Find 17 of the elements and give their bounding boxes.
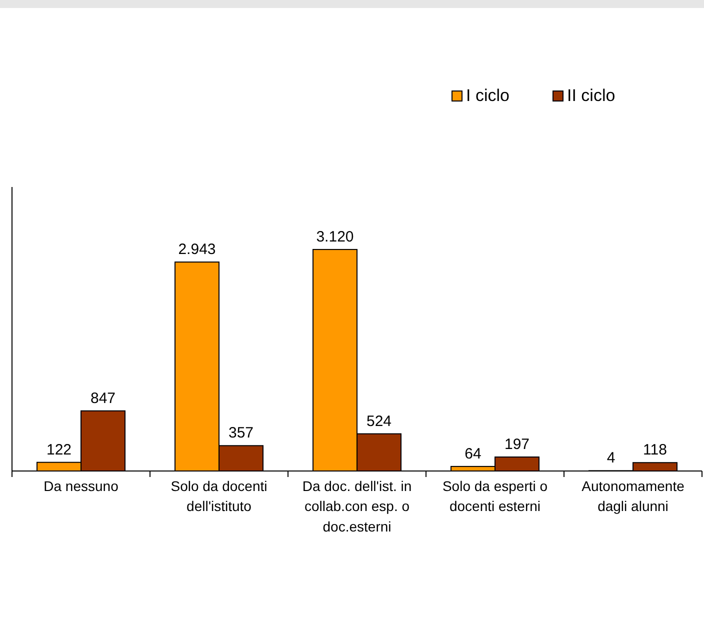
legend-label: I ciclo bbox=[466, 86, 510, 105]
x-tick-label: Da nessuno bbox=[44, 478, 119, 494]
data-label: 2.943 bbox=[178, 241, 216, 258]
x-tick-label: Da doc. dell'ist. in collab.con esp. o doc.esterni bbox=[302, 478, 412, 534]
data-label: 197 bbox=[504, 436, 530, 454]
x-tick-label: Autonomamente dagli alunni bbox=[582, 478, 685, 514]
data-label: 4 bbox=[606, 450, 616, 467]
data-label: 524 bbox=[366, 412, 392, 430]
data-label: 118 bbox=[643, 442, 667, 459]
x-tick-label: Solo da docenti dell'istituto bbox=[170, 478, 268, 514]
legend-label: II ciclo bbox=[567, 86, 616, 105]
x-tick-label: Solo da esperti o docenti esterni bbox=[442, 478, 548, 514]
data-label: 847 bbox=[90, 390, 116, 407]
data-label: 64 bbox=[464, 445, 482, 462]
data-label: 122 bbox=[46, 441, 72, 458]
data-label: 357 bbox=[228, 424, 254, 442]
data-label: 3.120 bbox=[316, 228, 354, 246]
